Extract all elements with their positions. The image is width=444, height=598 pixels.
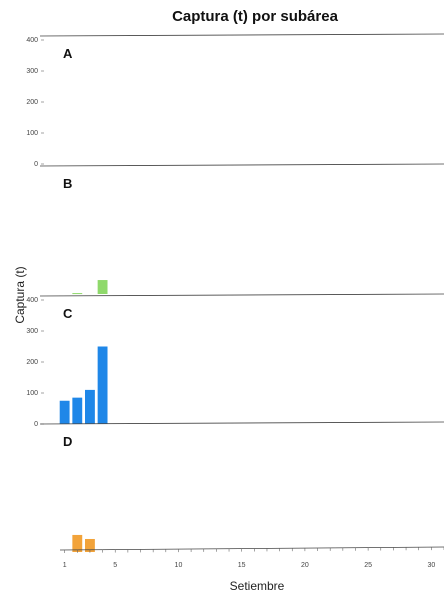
y-tick-label: 400 <box>26 297 38 304</box>
panels: A 0 100 200 300 400 B C 0 100 200 300 400 D <box>26 33 444 552</box>
x-axis-label: Setiembre <box>230 579 285 593</box>
x-tick-label: 10 <box>175 562 183 569</box>
x-tick-label: 5 <box>113 562 117 569</box>
y-tick-label: 100 <box>26 390 38 397</box>
panel-top-line <box>39 421 444 425</box>
panel-label: A <box>63 46 73 61</box>
y-tick-label: 300 <box>26 328 38 335</box>
y-tick-label: 400 <box>26 37 38 44</box>
y-tick-label: 0 <box>34 161 38 168</box>
bar-d-2 <box>72 534 83 552</box>
y-tick-label: 200 <box>26 359 38 366</box>
bar-c-4 <box>97 346 108 424</box>
panel-label: C <box>63 306 73 321</box>
panel-top-line <box>39 33 444 37</box>
panel-c: C 0 100 200 300 400 <box>26 293 444 428</box>
x-tick-label: 20 <box>301 562 309 569</box>
panel-a: A 0 100 200 300 400 <box>26 33 444 168</box>
y-tick-label: 300 <box>26 68 38 75</box>
y-tick-label: 200 <box>26 99 38 106</box>
x-tick-label: 25 <box>364 562 372 569</box>
bar-b-2 <box>72 293 83 295</box>
bar-b-4 <box>97 280 108 294</box>
bar-c-3 <box>85 389 95 424</box>
panel-d: D <box>39 421 444 552</box>
x-axis: 1 5 10 15 20 25 30 <box>59 546 444 569</box>
y-axis-label: Captura (t) <box>13 266 27 323</box>
panel-b: B <box>39 163 444 295</box>
x-tick-label: 30 <box>427 562 435 569</box>
panel-label: D <box>63 434 72 449</box>
bar-c-2 <box>72 397 83 424</box>
y-tick-label: 0 <box>34 421 38 428</box>
panel-top-line <box>39 163 444 167</box>
bar-c-1 <box>59 400 70 424</box>
y-tick-label: 100 <box>26 130 38 137</box>
x-tick-label: 15 <box>238 562 246 569</box>
x-axis-line <box>59 546 444 551</box>
chart-title: Captura (t) por subárea <box>172 8 339 25</box>
x-tick-label: 1 <box>63 562 67 569</box>
bar-d-3 <box>85 538 95 552</box>
panel-top-line <box>39 293 444 297</box>
panel-label: B <box>63 176 72 191</box>
